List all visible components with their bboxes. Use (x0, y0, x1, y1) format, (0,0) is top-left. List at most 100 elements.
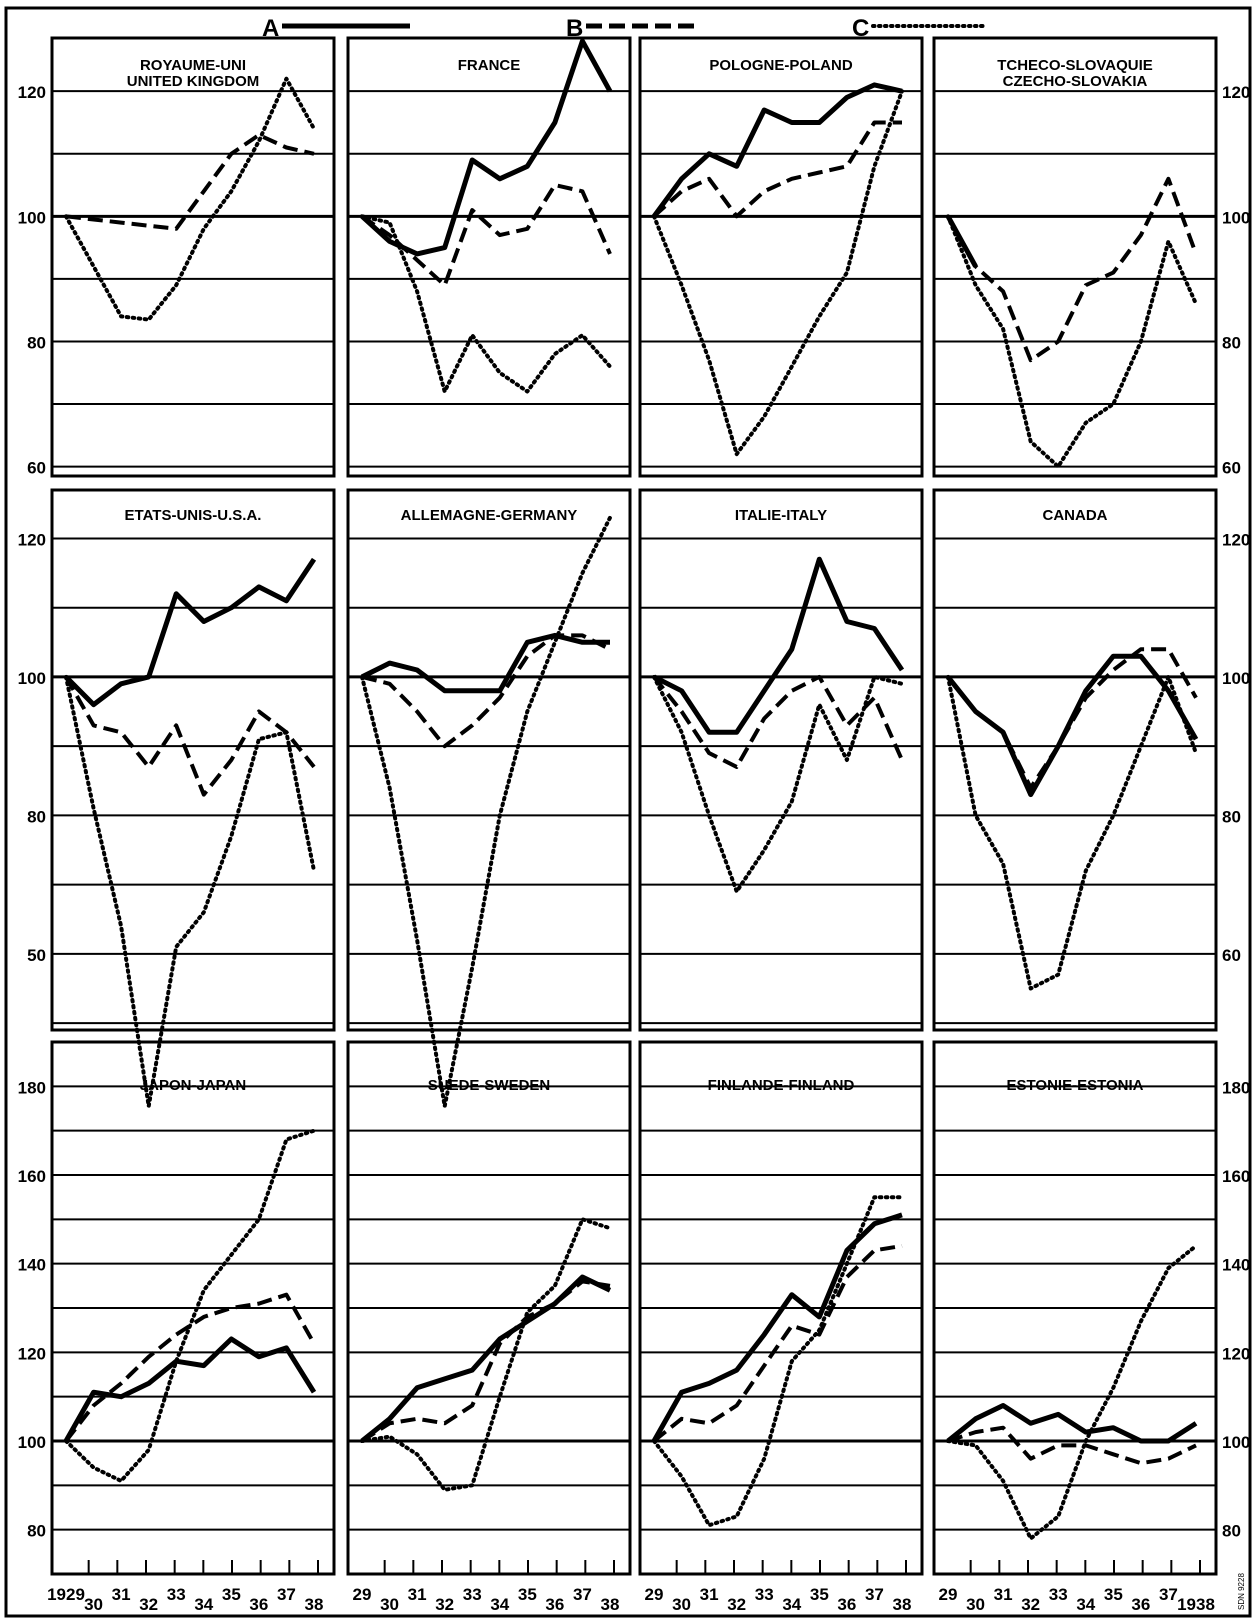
x-tick-label: 30 (966, 1595, 985, 1614)
x-tick-label: 29 (939, 1585, 958, 1604)
series-b-line (652, 120, 902, 219)
x-tick-label: 30 (380, 1595, 399, 1614)
x-tick-label: 34 (782, 1595, 801, 1614)
series-a-line (651, 1212, 903, 1443)
panel-11: FINLANDE-FINLAND (638, 1040, 924, 1576)
series-b-line (65, 133, 315, 231)
series-b-line (946, 647, 1198, 790)
y-tick-label-right: 180 (1222, 1078, 1250, 1097)
series-c-line (652, 1195, 904, 1528)
panel-title: POLOGNE-POLAND (709, 57, 853, 74)
series-b-line (361, 633, 611, 749)
series-c-line (946, 674, 1198, 991)
x-tick-label: 37 (573, 1585, 592, 1604)
x-tick-label: 35 (810, 1585, 829, 1604)
panel-10: SUEDE-SWEDEN (346, 1040, 632, 1576)
panel-2: FRANCE (346, 36, 632, 478)
y-tick-label-right: 100 (1222, 1433, 1250, 1452)
y-tick-label-left: 100 (18, 208, 46, 227)
panel-9: JAPON-JAPAN (50, 1040, 336, 1576)
panel-3: POLOGNE-POLAND (638, 36, 924, 478)
x-tick-label: 31 (700, 1585, 719, 1604)
series-a-line (360, 1274, 612, 1443)
panel-title: FRANCE (458, 57, 521, 74)
y-tick-label-right: 60 (1222, 459, 1241, 478)
panel-title: ESTONIE-ESTONIA (1007, 1077, 1144, 1094)
series-c-line (64, 76, 316, 322)
y-tick-label-right: 100 (1222, 208, 1250, 227)
panel-title: ALLEMAGNE-GERMANY (401, 507, 578, 524)
x-tick-label: 36 (249, 1595, 268, 1614)
x-tick-label: 31 (112, 1585, 131, 1604)
x-axis: 1929303132333435363738293031323334353637… (47, 1585, 1215, 1614)
y-tick-label-right: 140 (1222, 1256, 1250, 1275)
series-c-line (360, 1217, 612, 1492)
panel-frame (50, 36, 336, 478)
y-tick-label-left: 140 (18, 1256, 46, 1275)
y-tick-label-left: 80 (27, 333, 46, 352)
series-a-line (360, 632, 610, 694)
y-tick-label-left: 100 (18, 1433, 46, 1452)
panel-5: ETATS-UNIS-U.S.A. (50, 488, 336, 1109)
series-a-line (652, 556, 905, 735)
x-tick-label: 34 (1076, 1595, 1095, 1614)
y-tick-label-right: 100 (1222, 669, 1250, 688)
legend-key-a: A (262, 15, 279, 42)
x-tick-label: 29 (645, 1585, 664, 1604)
panel-title: CZECHO-SLOVAKIA (1003, 73, 1148, 90)
x-tick-label: 32 (1021, 1595, 1040, 1614)
panel-title: UNITED KINGDOM (127, 73, 260, 90)
x-tick-label: 35 (518, 1585, 537, 1604)
x-tick-label: 32 (727, 1595, 746, 1614)
panel-frame (346, 36, 632, 478)
y-tick-label-left: 120 (18, 1344, 46, 1363)
y-tick-label-right: 120 (1222, 1344, 1250, 1363)
y-tick-label-left: 120 (18, 83, 46, 102)
panel-frame (50, 488, 336, 1032)
panel-frame (638, 488, 924, 1032)
x-tick-label: 1929 (47, 1585, 85, 1604)
series-c-line (946, 1243, 1198, 1541)
y-tick-label-left: 80 (27, 807, 46, 826)
x-tick-label: 33 (755, 1585, 774, 1604)
y-tick-label-right: 120 (1222, 530, 1250, 549)
legend-key-b: B (566, 15, 583, 42)
x-tick-label: 35 (1104, 1585, 1123, 1604)
panel-title: ROYAUME-UNI (140, 57, 246, 74)
series-b-line (64, 675, 316, 797)
x-tick-label: 29 (353, 1585, 372, 1604)
legend: A B C (262, 15, 985, 42)
panel-title: TCHECO-SLOVAQUIE (997, 57, 1153, 74)
y-tick-label-left: 180 (18, 1078, 46, 1097)
series-b-line (360, 183, 612, 288)
x-tick-label: 30 (672, 1595, 691, 1614)
y-tick-label-right: 80 (1222, 1522, 1241, 1541)
y-tick-label-right: 60 (1222, 946, 1241, 965)
x-tick-label: 36 (545, 1595, 564, 1614)
panel-frame (932, 488, 1218, 1032)
panel-7: ITALIE-ITALY (638, 488, 924, 1032)
y-tick-label-right: 80 (1222, 807, 1241, 826)
x-tick-label: 36 (837, 1595, 856, 1614)
x-tick-label: 1938 (1177, 1595, 1215, 1614)
panel-title: FINLANDE-FINLAND (708, 1077, 855, 1094)
x-tick-label: 33 (167, 1585, 186, 1604)
y-tick-label-right: 160 (1222, 1167, 1250, 1186)
panel-title: JAPON-JAPAN (140, 1077, 246, 1094)
y-tick-label-left: 120 (18, 530, 46, 549)
series-a-line (651, 82, 903, 218)
series-a-line (63, 1336, 317, 1443)
series-b-line (947, 1425, 1197, 1466)
series-c-line (946, 214, 1198, 469)
reference-mark: SDN 9228 (1237, 1573, 1246, 1610)
x-tick-label: 30 (84, 1595, 103, 1614)
x-tick-label: 35 (222, 1585, 241, 1604)
y-tick-label-left: 60 (27, 459, 46, 478)
y-tick-label-right: 80 (1222, 333, 1241, 352)
x-tick-label: 33 (463, 1585, 482, 1604)
y-tick-label-left: 80 (27, 1522, 46, 1541)
y-axes: 120 120 100 100 80 80 60 60 120 120 100 100 80 80 50 60… (18, 83, 1251, 1540)
